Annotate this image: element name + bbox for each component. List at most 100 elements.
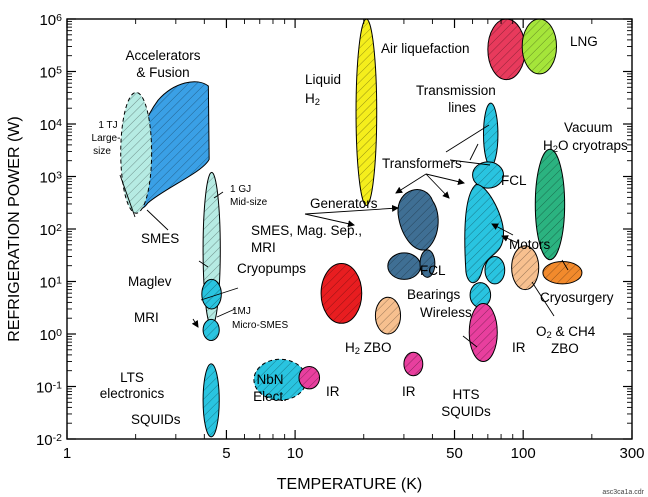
leader-line xyxy=(449,159,491,166)
y-tick-label: 106 xyxy=(39,12,62,29)
x-axis-title: TEMPERATURE (K) xyxy=(277,476,422,493)
label-micro-smes: Micro-SMES xyxy=(232,320,288,331)
leader-line xyxy=(491,223,514,236)
region-hatch-cryopumps xyxy=(321,263,362,324)
region-hatch-liquid-h2 xyxy=(356,19,377,206)
region-hatch-smes-large xyxy=(120,92,152,214)
label-accelerators: & Fusion xyxy=(136,65,189,80)
region-hatch-vacuum-h2o xyxy=(535,149,565,260)
label-vacuum-h2o: H2O cryotraps xyxy=(543,138,628,155)
label-squids: SQUIDs xyxy=(131,412,181,427)
label-ir-3: IR xyxy=(512,340,526,355)
leader-line xyxy=(216,308,236,318)
region-group xyxy=(120,19,583,438)
label-smes-large: Large- xyxy=(92,133,121,144)
x-tick-label: 10 xyxy=(287,445,304,462)
label-micro-smes: 1MJ xyxy=(232,306,251,317)
label-transformers: Transformers xyxy=(382,156,462,171)
label-smes-large: 1 TJ xyxy=(98,120,117,131)
region-hatch-fcl-cyan xyxy=(472,161,504,189)
label-cryosurgery: Cryosurgery xyxy=(540,290,614,305)
region-hatch-air-liquefaction xyxy=(487,19,526,80)
leader-line xyxy=(469,143,479,161)
label-generators: Generators xyxy=(310,196,378,211)
y-tick-label: 101 xyxy=(39,274,62,291)
label-transmission-lines: lines xyxy=(448,100,476,115)
file-label: asc3ca1a.cdr xyxy=(602,489,644,496)
x-tick-label: 100 xyxy=(511,445,536,462)
label-ir-1: IR xyxy=(326,384,340,399)
leader-line xyxy=(445,124,490,153)
label-wireless: Wireless xyxy=(420,305,472,320)
leader-line xyxy=(304,213,355,228)
tick-layer: 1 5 10 50 100 300 10-2 10-1 100 101 102 103 104 105 10… xyxy=(36,12,645,462)
y-tick-label: 10-1 xyxy=(36,379,62,396)
label-cryopumps: Cryopumps xyxy=(237,261,306,276)
y-tick-label: 103 xyxy=(39,169,62,186)
region-hatch-bearings-1 xyxy=(484,256,505,284)
region-hatch-transmission-lines xyxy=(483,103,498,166)
region-hatch-lng xyxy=(522,19,557,74)
label-lng: LNG xyxy=(570,34,598,49)
x-tick-label: 1 xyxy=(63,445,71,462)
label-smes: SMES xyxy=(141,231,179,246)
region-hatch-hts-squids xyxy=(469,303,498,362)
region-hatch-generators xyxy=(397,189,439,251)
label-ir-2: IR xyxy=(402,384,416,399)
leader-line xyxy=(462,335,478,348)
label-hts-squids: SQUIDs xyxy=(441,404,491,419)
leader-line xyxy=(531,281,555,317)
label-lts-electronics: LTS xyxy=(120,370,144,385)
leader-line xyxy=(425,173,450,199)
region-hatch-mri-small xyxy=(203,319,220,341)
label-vacuum-h2o: Vacuum xyxy=(564,120,613,135)
x-tick-label: 300 xyxy=(619,445,644,462)
label-o2-ch4-zbo: O2 & CH4 xyxy=(536,324,596,341)
leader-line xyxy=(119,174,136,218)
region-layer xyxy=(120,19,583,438)
x-tick-label: 50 xyxy=(446,445,463,462)
region-hatch-accelerators xyxy=(132,81,210,210)
y-tick-label: 102 xyxy=(39,222,62,239)
y-tick-label: 104 xyxy=(39,117,62,134)
y-tick-label: 100 xyxy=(39,327,62,344)
label-nbn-electronics: Elect. xyxy=(253,389,287,404)
region-hatch-motors xyxy=(464,184,504,283)
label-mag-sep: MRI xyxy=(251,240,276,255)
label-lts-electronics: electronics xyxy=(100,386,165,401)
region-hatch-maglev xyxy=(201,279,222,309)
label-o2-ch4-zbo: ZBO xyxy=(551,341,579,356)
region-hatch-fcl-dark xyxy=(420,249,435,278)
leader-layer xyxy=(119,124,569,348)
label-accelerators: Accelerators xyxy=(125,48,200,63)
region-hatch-cryosurgery xyxy=(542,261,582,284)
leader-line xyxy=(200,287,239,301)
y-tick-label: 105 xyxy=(39,64,62,81)
region-hatch-bearings-2 xyxy=(470,282,491,308)
leader-line xyxy=(146,209,169,231)
region-hatch-ir-2 xyxy=(403,352,423,376)
y-axis-title: REFRIGERATION POWER (W) xyxy=(6,116,23,341)
label-liquid-h2: H2 xyxy=(305,91,320,108)
label-hts-squids: HTS xyxy=(453,387,480,402)
region-hatch-ir-1 xyxy=(298,366,320,389)
label-mag-sep: SMES, Mag. Sep., xyxy=(251,223,362,238)
x-tick-label: 5 xyxy=(222,445,230,462)
leader-line xyxy=(191,318,199,328)
label-smes-mid: Mid-size xyxy=(230,197,268,208)
label-h2-zbo: H2 ZBO xyxy=(345,340,392,357)
leader-line xyxy=(501,235,519,244)
label-fcl-cyan: FCL xyxy=(501,173,527,188)
region-hatch-lts-electronics xyxy=(203,363,220,437)
label-fcl-dark: FCL xyxy=(420,263,446,278)
leader-line xyxy=(304,204,399,215)
leader-line xyxy=(213,191,224,199)
leader-line xyxy=(395,173,427,194)
region-hatch-o2-ch4-zbo xyxy=(511,245,539,290)
leader-line xyxy=(561,259,569,271)
label-transmission-lines: Transmission xyxy=(416,83,496,98)
label-maglev: Maglev xyxy=(128,274,172,289)
region-hatch-mag-sep xyxy=(387,252,421,280)
label-motors: Motors xyxy=(509,237,551,252)
